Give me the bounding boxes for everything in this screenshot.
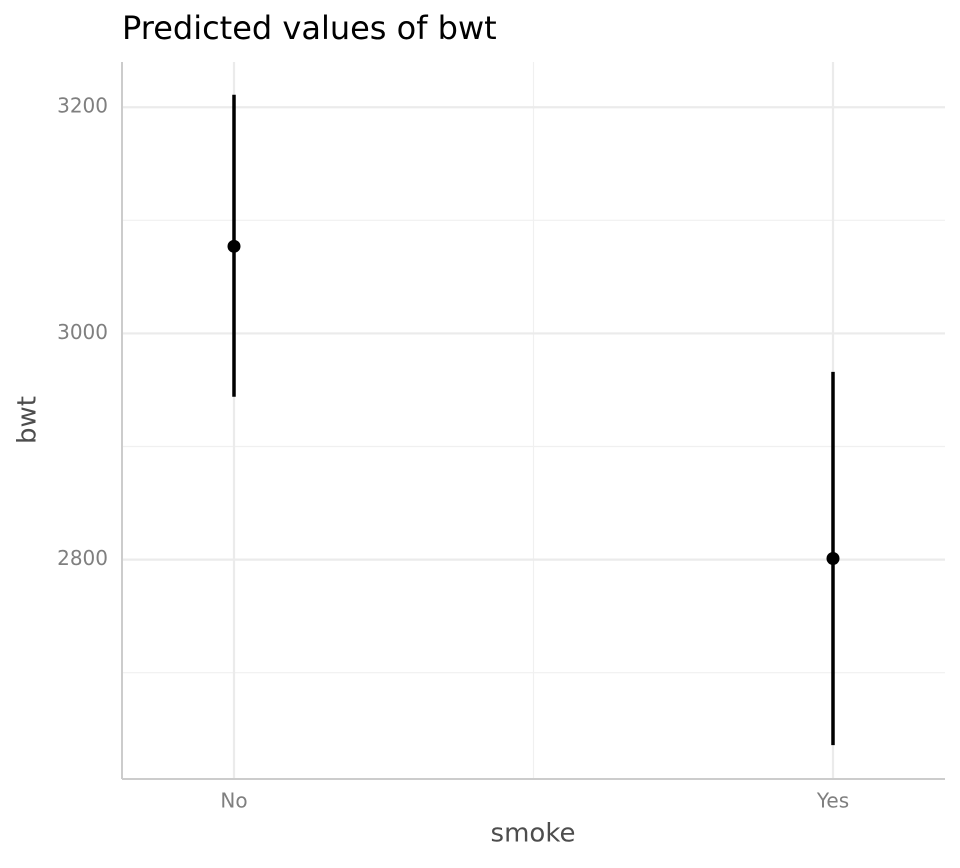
point	[826, 551, 840, 565]
chart-title: Predicted values of bwt	[122, 9, 497, 47]
y-tick-label: 2800	[57, 546, 108, 570]
x-tick-label: No	[220, 789, 247, 813]
y-tick-label: 3000	[57, 320, 108, 344]
x-axis-label: smoke	[491, 819, 576, 849]
point	[227, 239, 241, 253]
y-axis-label: bwt	[13, 396, 43, 444]
x-tick-label: Yes	[816, 789, 849, 813]
y-tick-label: 3200	[57, 94, 108, 118]
